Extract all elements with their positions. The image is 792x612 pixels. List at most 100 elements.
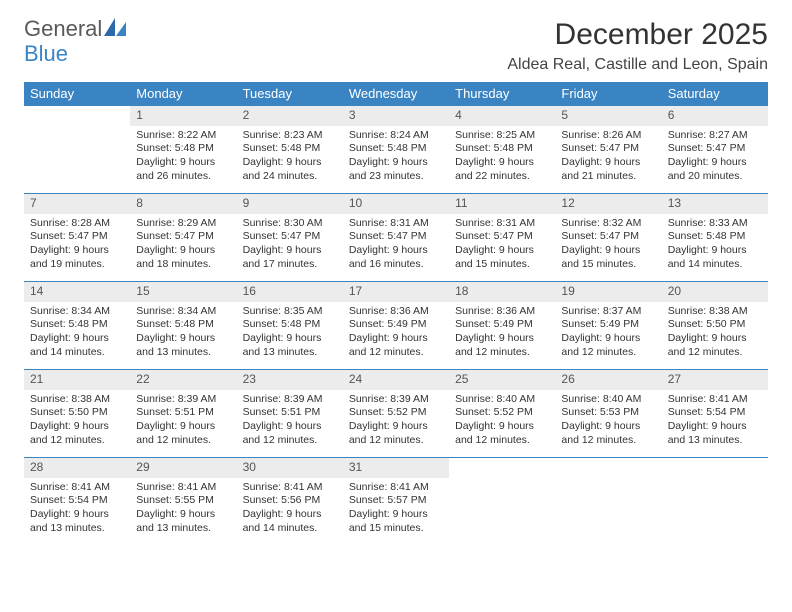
sunset-line: Sunset: 5:48 PM <box>136 318 230 332</box>
daylight-line: Daylight: 9 hours and 12 minutes. <box>455 420 549 447</box>
sunset-line: Sunset: 5:47 PM <box>455 230 549 244</box>
calendar-head: Sunday Monday Tuesday Wednesday Thursday… <box>24 82 768 106</box>
day-number: 22 <box>130 370 236 390</box>
calendar-cell: 20Sunrise: 8:38 AMSunset: 5:50 PMDayligh… <box>662 282 768 370</box>
weekday-header: Friday <box>555 82 661 106</box>
page-title: December 2025 <box>507 18 768 52</box>
sunrise-line: Sunrise: 8:27 AM <box>668 129 762 143</box>
header: General Blue December 2025 Aldea Real, C… <box>24 18 768 74</box>
sunrise-line: Sunrise: 8:39 AM <box>243 393 337 407</box>
day-body: Sunrise: 8:22 AMSunset: 5:48 PMDaylight:… <box>130 126 236 187</box>
daylight-line: Daylight: 9 hours and 23 minutes. <box>349 156 443 183</box>
calendar-cell: 10 Sunrise: 8:31 AMSunset: 5:47 PMDayligh… <box>343 194 449 282</box>
weekday-header: Saturday <box>662 82 768 106</box>
day-body: Sunrise: 8:27 AMSunset: 5:47 PMDaylight:… <box>662 126 768 187</box>
day-number: 13 <box>662 194 768 214</box>
daylight-line: Daylight: 9 hours and 16 minutes. <box>349 244 443 271</box>
calendar-cell: 6Sunrise: 8:27 AMSunset: 5:47 PMDaylight… <box>662 106 768 194</box>
day-number: 28 <box>24 458 130 478</box>
sunset-line: Sunset: 5:56 PM <box>243 494 337 508</box>
sunset-line: Sunset: 5:54 PM <box>668 406 762 420</box>
day-body: Sunrise: 8:33 AMSunset: 5:48 PMDaylight:… <box>662 214 768 275</box>
calendar-cell: 9Sunrise: 8:30 AMSunset: 5:47 PMDaylight… <box>237 194 343 282</box>
calendar-cell: 22Sunrise: 8:39 AMSunset: 5:51 PMDayligh… <box>130 370 236 458</box>
calendar-cell: 17Sunrise: 8:36 AMSunset: 5:49 PMDayligh… <box>343 282 449 370</box>
calendar-body: 1Sunrise: 8:22 AMSunset: 5:48 PMDaylight… <box>24 106 768 544</box>
day-body: Sunrise: 8:39 AMSunset: 5:51 PMDaylight:… <box>237 390 343 451</box>
daylight-line: Daylight: 9 hours and 12 minutes. <box>561 420 655 447</box>
sunset-line: Sunset: 5:48 PM <box>30 318 124 332</box>
day-body: Sunrise: 8:28 AMSunset: 5:47 PMDaylight:… <box>24 214 130 275</box>
day-body: Sunrise: 8:29 AMSunset: 5:47 PMDaylight:… <box>130 214 236 275</box>
sunrise-line: Sunrise: 8:40 AM <box>561 393 655 407</box>
sunset-line: Sunset: 5:49 PM <box>455 318 549 332</box>
sunset-line: Sunset: 5:51 PM <box>243 406 337 420</box>
daylight-line: Daylight: 9 hours and 12 minutes. <box>349 420 443 447</box>
sunset-line: Sunset: 5:47 PM <box>136 230 230 244</box>
sunrise-line: Sunrise: 8:41 AM <box>243 481 337 495</box>
daylight-line: Daylight: 9 hours and 12 minutes. <box>349 332 443 359</box>
day-number: 30 <box>237 458 343 478</box>
daylight-line: Daylight: 9 hours and 14 minutes. <box>668 244 762 271</box>
daylight-line: Daylight: 9 hours and 18 minutes. <box>136 244 230 271</box>
day-number: 24 <box>343 370 449 390</box>
sunset-line: Sunset: 5:52 PM <box>455 406 549 420</box>
calendar-cell: 8Sunrise: 8:29 AMSunset: 5:47 PMDaylight… <box>130 194 236 282</box>
sunrise-line: Sunrise: 8:28 AM <box>30 217 124 231</box>
daylight-line: Daylight: 9 hours and 17 minutes. <box>243 244 337 271</box>
sunrise-line: Sunrise: 8:30 AM <box>243 217 337 231</box>
brand-logo: General Blue <box>24 18 126 67</box>
day-number: 27 <box>662 370 768 390</box>
sunrise-line: Sunrise: 8:41 AM <box>136 481 230 495</box>
calendar-cell <box>555 458 661 544</box>
sunset-line: Sunset: 5:49 PM <box>561 318 655 332</box>
day-number: 15 <box>130 282 236 302</box>
day-body: Sunrise: 8:40 AMSunset: 5:52 PMDaylight:… <box>449 390 555 451</box>
day-body: Sunrise: 8:23 AMSunset: 5:48 PMDaylight:… <box>237 126 343 187</box>
calendar-cell <box>449 458 555 544</box>
sunset-line: Sunset: 5:47 PM <box>30 230 124 244</box>
sunset-line: Sunset: 5:54 PM <box>30 494 124 508</box>
day-number: 2 <box>237 106 343 126</box>
sunrise-line: Sunrise: 8:36 AM <box>349 305 443 319</box>
sunset-line: Sunset: 5:47 PM <box>561 230 655 244</box>
daylight-line: Daylight: 9 hours and 19 minutes. <box>30 244 124 271</box>
day-body: Sunrise: 8:41 AMSunset: 5:56 PMDaylight:… <box>237 478 343 539</box>
sunrise-line: Sunrise: 8:31 AM <box>349 217 443 231</box>
daylight-line: Daylight: 9 hours and 12 minutes. <box>243 420 337 447</box>
day-body: Sunrise: 8:34 AMSunset: 5:48 PMDaylight:… <box>130 302 236 363</box>
sunset-line: Sunset: 5:47 PM <box>349 230 443 244</box>
calendar-cell: 15Sunrise: 8:34 AMSunset: 5:48 PMDayligh… <box>130 282 236 370</box>
calendar-cell: 29Sunrise: 8:41 AMSunset: 5:55 PMDayligh… <box>130 458 236 544</box>
day-number: 9 <box>237 194 343 214</box>
sunrise-line: Sunrise: 8:38 AM <box>30 393 124 407</box>
calendar-cell: 16Sunrise: 8:35 AMSunset: 5:48 PMDayligh… <box>237 282 343 370</box>
sunrise-line: Sunrise: 8:34 AM <box>136 305 230 319</box>
day-body: Sunrise: 8:38 AMSunset: 5:50 PMDaylight:… <box>662 302 768 363</box>
day-number: 26 <box>555 370 661 390</box>
sunrise-line: Sunrise: 8:41 AM <box>668 393 762 407</box>
day-body: Sunrise: 8:34 AMSunset: 5:48 PMDaylight:… <box>24 302 130 363</box>
day-body: Sunrise: 8:25 AMSunset: 5:48 PMDaylight:… <box>449 126 555 187</box>
day-body: Sunrise: 8:38 AMSunset: 5:50 PMDaylight:… <box>24 390 130 451</box>
daylight-line: Daylight: 9 hours and 13 minutes. <box>136 508 230 535</box>
daylight-line: Daylight: 9 hours and 15 minutes. <box>349 508 443 535</box>
sunrise-line: Sunrise: 8:38 AM <box>668 305 762 319</box>
sunset-line: Sunset: 5:48 PM <box>243 142 337 156</box>
sunrise-line: Sunrise: 8:37 AM <box>561 305 655 319</box>
day-number: 10 <box>343 194 449 214</box>
day-body: Sunrise: 8:41 AMSunset: 5:55 PMDaylight:… <box>130 478 236 539</box>
sunset-line: Sunset: 5:48 PM <box>243 318 337 332</box>
calendar-cell: 13Sunrise: 8:33 AMSunset: 5:48 PMDayligh… <box>662 194 768 282</box>
sunrise-line: Sunrise: 8:36 AM <box>455 305 549 319</box>
calendar-cell: 18Sunrise: 8:36 AMSunset: 5:49 PMDayligh… <box>449 282 555 370</box>
calendar-cell: 21Sunrise: 8:38 AMSunset: 5:50 PMDayligh… <box>24 370 130 458</box>
weekday-header: Tuesday <box>237 82 343 106</box>
calendar-cell: 26Sunrise: 8:40 AMSunset: 5:53 PMDayligh… <box>555 370 661 458</box>
daylight-line: Daylight: 9 hours and 13 minutes. <box>668 420 762 447</box>
sunrise-line: Sunrise: 8:41 AM <box>349 481 443 495</box>
day-body: Sunrise: 8:32 AMSunset: 5:47 PMDaylight:… <box>555 214 661 275</box>
sunrise-line: Sunrise: 8:23 AM <box>243 129 337 143</box>
sunrise-line: Sunrise: 8:34 AM <box>30 305 124 319</box>
sunrise-line: Sunrise: 8:26 AM <box>561 129 655 143</box>
